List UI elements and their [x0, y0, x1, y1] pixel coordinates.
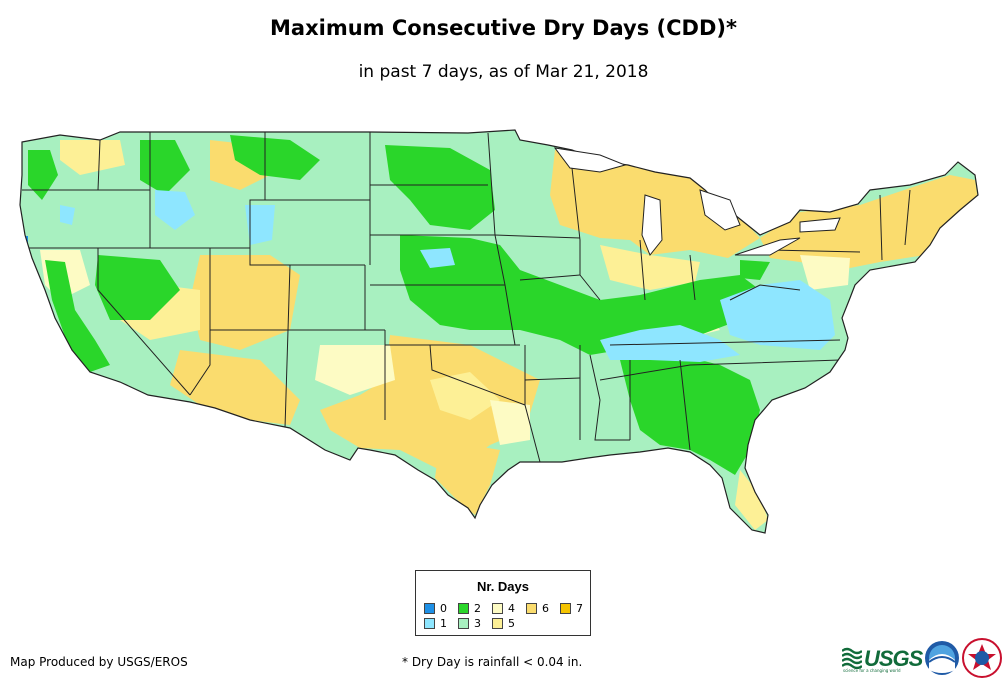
legend-swatch: [526, 603, 537, 614]
map-subtitle: in past 7 days, as of Mar 21, 2018: [358, 62, 649, 82]
legend-swatch: [424, 603, 435, 614]
legend-item-4: 4: [492, 603, 515, 615]
nws-logo: [962, 638, 1002, 678]
legend-label: 3: [474, 617, 481, 630]
one-day-areas: [60, 190, 835, 362]
usgs-wordmark: USGS: [864, 646, 923, 671]
noaa-logo: [925, 641, 959, 675]
legend-swatch: [492, 618, 503, 629]
legend-label: 5: [508, 617, 515, 630]
two-day-areas: [28, 135, 770, 475]
legend-swatch: [492, 603, 503, 614]
legend: Nr. Days 0 1 2 3 4 5 6 7: [415, 570, 591, 636]
legend-item-2: 2: [458, 603, 481, 615]
legend-item-7: 7: [560, 603, 583, 615]
legend-swatch: [424, 618, 435, 629]
map-title: Maximum Consecutive Dry Days (CDD)*: [270, 16, 737, 40]
legend-swatch: [458, 603, 469, 614]
legend-item-5: 5: [492, 618, 515, 630]
great-lakes: [553, 147, 841, 256]
legend-title: Nr. Days: [476, 579, 530, 594]
footnote-text: * Dry Day is rainfall < 0.04 in.: [402, 655, 583, 669]
cdd-map: [19, 129, 979, 534]
credit-text: Map Produced by USGS/EROS: [10, 655, 188, 669]
legend-swatch: [560, 603, 571, 614]
legend-label: 0: [440, 602, 447, 615]
legend-label: 6: [542, 602, 549, 615]
legend-label: 4: [508, 602, 515, 615]
usgs-tagline: science for a changing world: [843, 668, 901, 673]
legend-swatch: [458, 618, 469, 629]
legend-item-6: 6: [526, 603, 549, 615]
usgs-logo: USGS science for a changing world: [842, 642, 923, 673]
legend-item-1: 1: [424, 618, 447, 630]
legend-label: 1: [440, 617, 447, 630]
legend-label: 2: [474, 602, 481, 615]
usgs-wave-icon: [842, 647, 862, 669]
legend-item-0: 0: [424, 603, 447, 615]
legend-label: 7: [576, 602, 583, 615]
legend-item-3: 3: [458, 618, 481, 630]
state-boundaries: [22, 132, 911, 463]
